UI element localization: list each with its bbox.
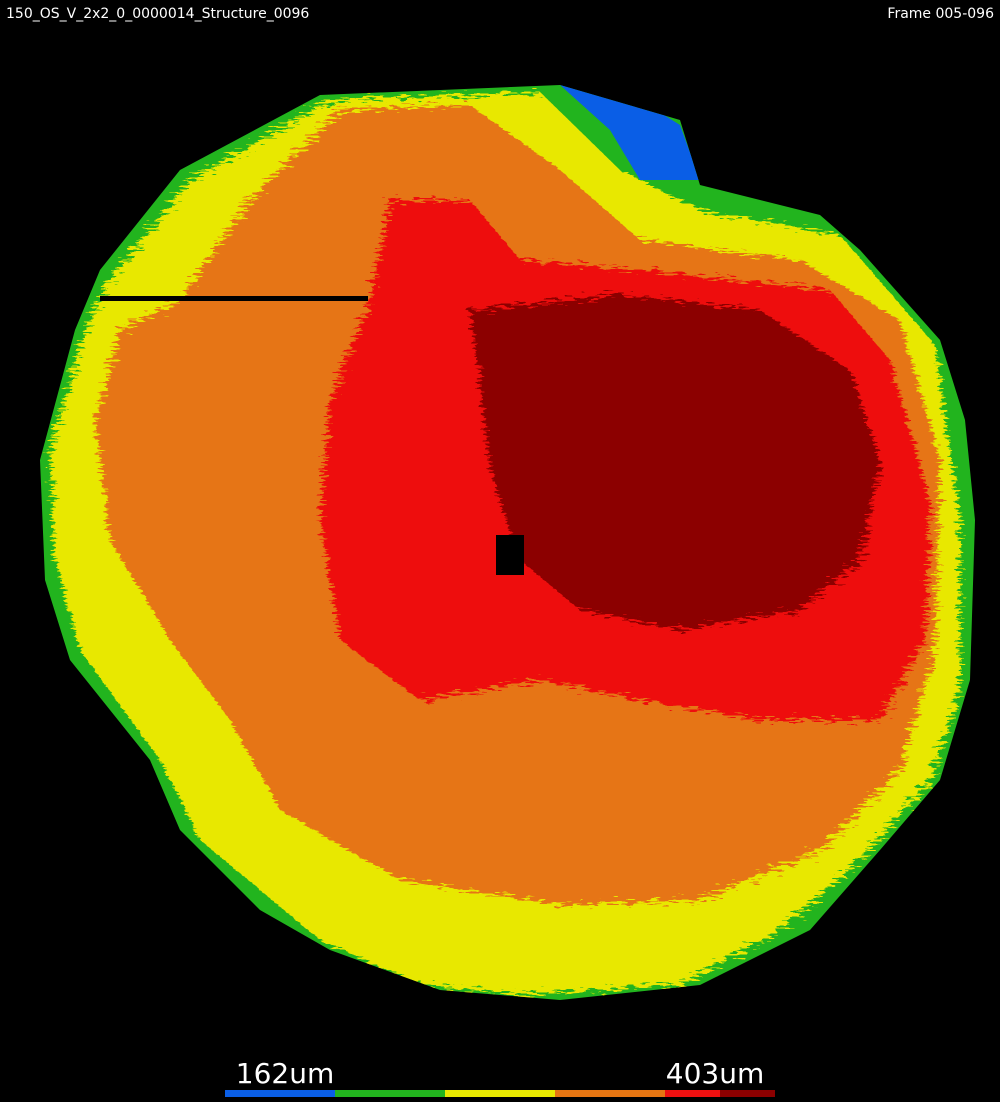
colorbar-segment — [335, 1090, 445, 1097]
colorbar-segment — [225, 1090, 335, 1097]
scan-gap — [100, 296, 368, 301]
void — [496, 535, 524, 575]
colorbar-max: 403um — [666, 1057, 764, 1090]
file-title: 150_OS_V_2x2_0_0000014_Structure_0096 — [6, 6, 309, 22]
region-dark-red — [470, 295, 880, 630]
frame-label: Frame 005-096 — [887, 6, 994, 22]
colorbar-segment — [555, 1090, 665, 1097]
colorbar: 162um 403um — [225, 1057, 775, 1097]
colorbar-segment — [445, 1090, 555, 1097]
height-map — [40, 85, 975, 1000]
region-blue — [560, 85, 700, 180]
colorbar-min: 162um — [236, 1057, 334, 1090]
colorbar-segment — [665, 1090, 720, 1097]
colorbar-segment — [720, 1090, 775, 1097]
